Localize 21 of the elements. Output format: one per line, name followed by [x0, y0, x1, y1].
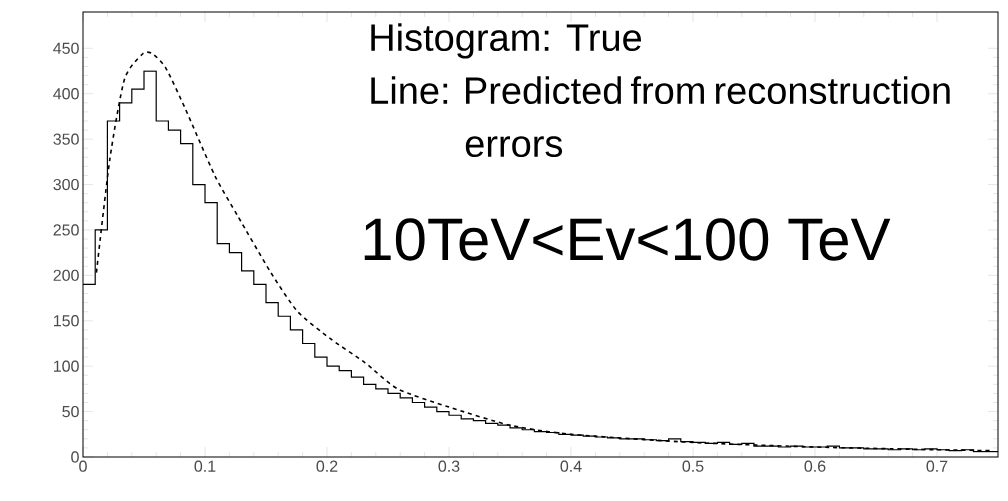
- y-tick-label: 0: [71, 451, 79, 463]
- annotation: Line: Predicted from reconstruction errors: [371, 76, 950, 158]
- y-tick-label: 50: [62, 405, 79, 418]
- y-tick-label: 200: [53, 269, 79, 282]
- x-tick-label: 0.7: [926, 460, 948, 472]
- x-tick-label: 0.5: [682, 460, 704, 472]
- annotation: Histogram: True: [371, 23, 642, 59]
- x-tick-label: 0.1: [194, 460, 216, 472]
- y-tick-label: 100: [54, 360, 79, 372]
- annotation: 10TeV<Ev<100 TeV: [364, 218, 891, 261]
- y-tick-label: 150: [54, 315, 79, 327]
- y-tick-label: 250: [53, 224, 79, 236]
- y-tick-label: 350: [53, 133, 79, 145]
- x-tick-label: 0.3: [438, 460, 460, 472]
- y-tick-label: 450: [53, 42, 79, 54]
- y-tick-label: 300: [53, 178, 79, 191]
- x-tick-label: 0: [79, 460, 87, 472]
- y-tick-label: 400: [53, 88, 79, 100]
- x-tick-label: 0.2: [316, 460, 338, 472]
- x-tick-label: 0.6: [804, 460, 826, 472]
- x-tick-label: 0.4: [560, 460, 582, 472]
